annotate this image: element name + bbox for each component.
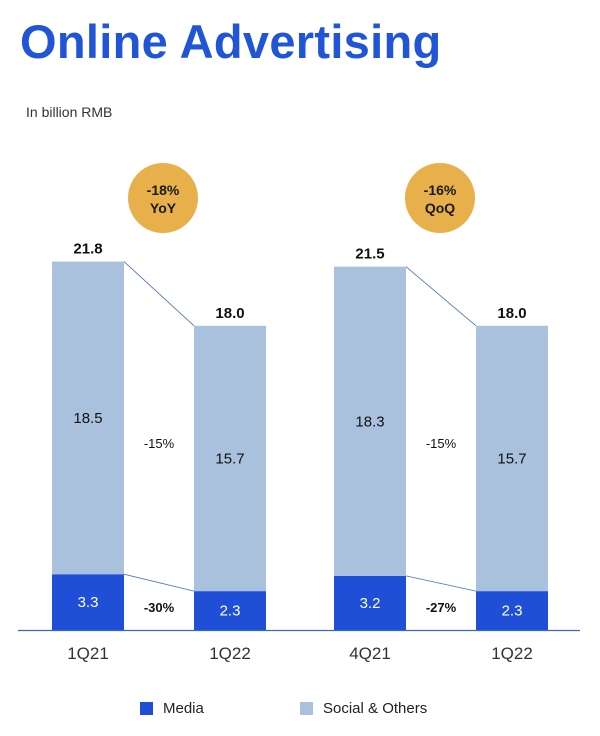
total-value-label-0: 21.8	[73, 241, 102, 258]
connector-total-1	[405, 266, 477, 327]
bar-social-1	[194, 325, 266, 592]
social-value-label-3: 15.7	[497, 450, 526, 467]
badge-period-0: YoY	[150, 200, 177, 216]
bar-media-1	[194, 591, 266, 630]
change-badge-1	[405, 163, 475, 233]
total-value-label-1: 18.0	[215, 305, 244, 322]
media-value-label-1: 2.3	[220, 603, 241, 620]
legend-label-media: Media	[163, 700, 204, 717]
total-value-label-3: 18.0	[497, 305, 526, 322]
social-value-label-2: 18.3	[355, 413, 384, 430]
social-value-label-0: 18.5	[73, 410, 102, 427]
bar-social-0	[52, 261, 124, 575]
connector-total-0	[123, 261, 195, 327]
bar-media-0	[52, 574, 124, 630]
connector-media-1	[405, 575, 477, 592]
category-label-0: 1Q21	[67, 644, 109, 663]
badge-percent-1: -16%	[424, 182, 457, 198]
bar-social-2	[334, 266, 406, 576]
badge-period-1: QoQ	[425, 200, 455, 216]
total-value-label-2: 21.5	[355, 246, 384, 263]
legend-label-social: Social & Others	[323, 700, 428, 717]
media-change-label-0: -30%	[144, 600, 175, 615]
bar-media-2	[334, 575, 406, 630]
media-change-label-1: -27%	[426, 600, 457, 615]
bar-media-3	[476, 591, 548, 630]
connector-media-0	[123, 573, 195, 592]
media-value-label-2: 3.2	[360, 595, 381, 612]
media-value-label-3: 2.3	[502, 603, 523, 620]
change-badge-0	[128, 163, 198, 233]
social-change-label-0: -15%	[144, 436, 175, 451]
legend-item-social: Social & Others	[300, 700, 427, 717]
legend-swatch-social	[300, 702, 313, 715]
category-label-2: 4Q21	[349, 644, 391, 663]
legend-item-media: Media	[140, 700, 204, 717]
bar-social-3	[476, 325, 548, 592]
media-value-label-0: 3.3	[78, 594, 99, 611]
social-value-label-1: 15.7	[215, 450, 244, 467]
unit-label: In billion RMB	[26, 104, 113, 120]
social-change-label-1: -15%	[426, 436, 457, 451]
page-title: Online Advertising	[20, 15, 442, 68]
category-label-1: 1Q22	[209, 644, 251, 663]
category-label-3: 1Q22	[491, 644, 533, 663]
legend-swatch-media	[140, 702, 153, 715]
badge-percent-0: -18%	[147, 182, 180, 198]
